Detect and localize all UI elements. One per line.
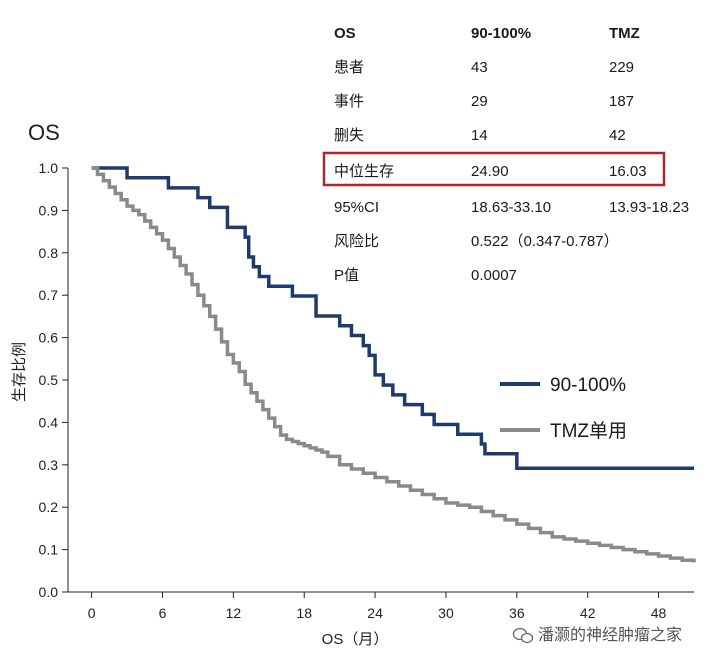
table-header-cell: OS [334,25,356,42]
x-tick-label: 48 [651,605,667,621]
table-cell: 29 [471,93,488,110]
x-tick-label: 36 [509,605,525,621]
table-cell: P值 [334,267,359,284]
table-cell: 事件 [334,93,364,110]
y-tick-label: 0.2 [39,499,59,515]
x-axis-title: OS（月） [322,631,389,648]
table-cell: 229 [609,59,634,76]
table-cell: 0.522（0.347-0.787） [471,233,619,250]
table-cell: 删失 [334,127,364,144]
watermark: 潘灏的神经肿瘤之家 [512,625,682,644]
x-tick-label: 6 [159,605,167,621]
y-tick-label: 0.4 [39,414,59,430]
table-cell: 24.90 [471,163,509,180]
y-tick-label: 0.3 [39,457,59,473]
table-cell: 16.03 [609,163,647,180]
y-tick-label: 0.9 [39,202,59,218]
table-cell: 42 [609,127,626,144]
y-tick-label: 0.6 [39,330,59,346]
table-cell: 风险比 [334,233,379,250]
plot-area: 0.0 0.1 0.2 0.3 0.4 0.5 0.6 0.7 0.8 0.9 1.0 0 6 12 18… [39,160,696,621]
table-cell: 14 [471,127,488,144]
x-ticks: 0 6 12 18 24 30 36 42 48 [88,592,667,621]
y-tick-label: 0.7 [39,287,59,303]
table-header-cell: 90-100% [471,25,531,42]
table-header-cell: TMZ [609,25,640,42]
median-highlight-box [322,151,666,187]
y-tick-label: 0.0 [39,584,59,600]
table-cell: 患者 [334,59,364,76]
table-cell: 95%CI [334,199,379,216]
wechat-icon [512,627,534,644]
x-tick-label: 12 [226,605,242,621]
legend-label: 90-100% [550,375,626,396]
table-cell: 0.0007 [471,267,517,284]
table-cell: 13.93-18.23 [609,199,689,216]
watermark-text: 潘灏的神经肿瘤之家 [538,625,682,644]
x-tick-label: 0 [88,605,96,621]
legend: 90-100% TMZ单用 [500,375,627,442]
series-line-0 [91,166,694,470]
y-tick-label: 0.5 [39,372,59,388]
table-cell: 中位生存 [334,163,394,180]
x-tick-label: 42 [580,605,596,621]
series-line-1 [91,166,696,563]
y-axis-title: 生存比例 [11,342,28,402]
y-ticks: 0.0 0.1 0.2 0.3 0.4 0.5 0.6 0.7 0.8 0.9 1.0 [39,160,68,600]
series-lines [91,166,696,563]
table-cell: 43 [471,59,488,76]
table-cell: 187 [609,93,634,110]
x-tick-label: 30 [438,605,454,621]
chart-title: OS [28,120,60,145]
legend-label: TMZ单用 [550,420,627,442]
table-cell: 18.63-33.10 [471,199,551,216]
y-tick-label: 0.8 [39,245,59,261]
stats-table: OS 90-100% TMZ 患者 43 229 事件 29 187 删失 14 42 中位生存 24.9… [322,25,689,284]
y-tick-label: 1.0 [39,160,59,176]
x-tick-label: 24 [367,605,383,621]
y-tick-label: 0.1 [39,542,59,558]
x-tick-label: 18 [296,605,312,621]
